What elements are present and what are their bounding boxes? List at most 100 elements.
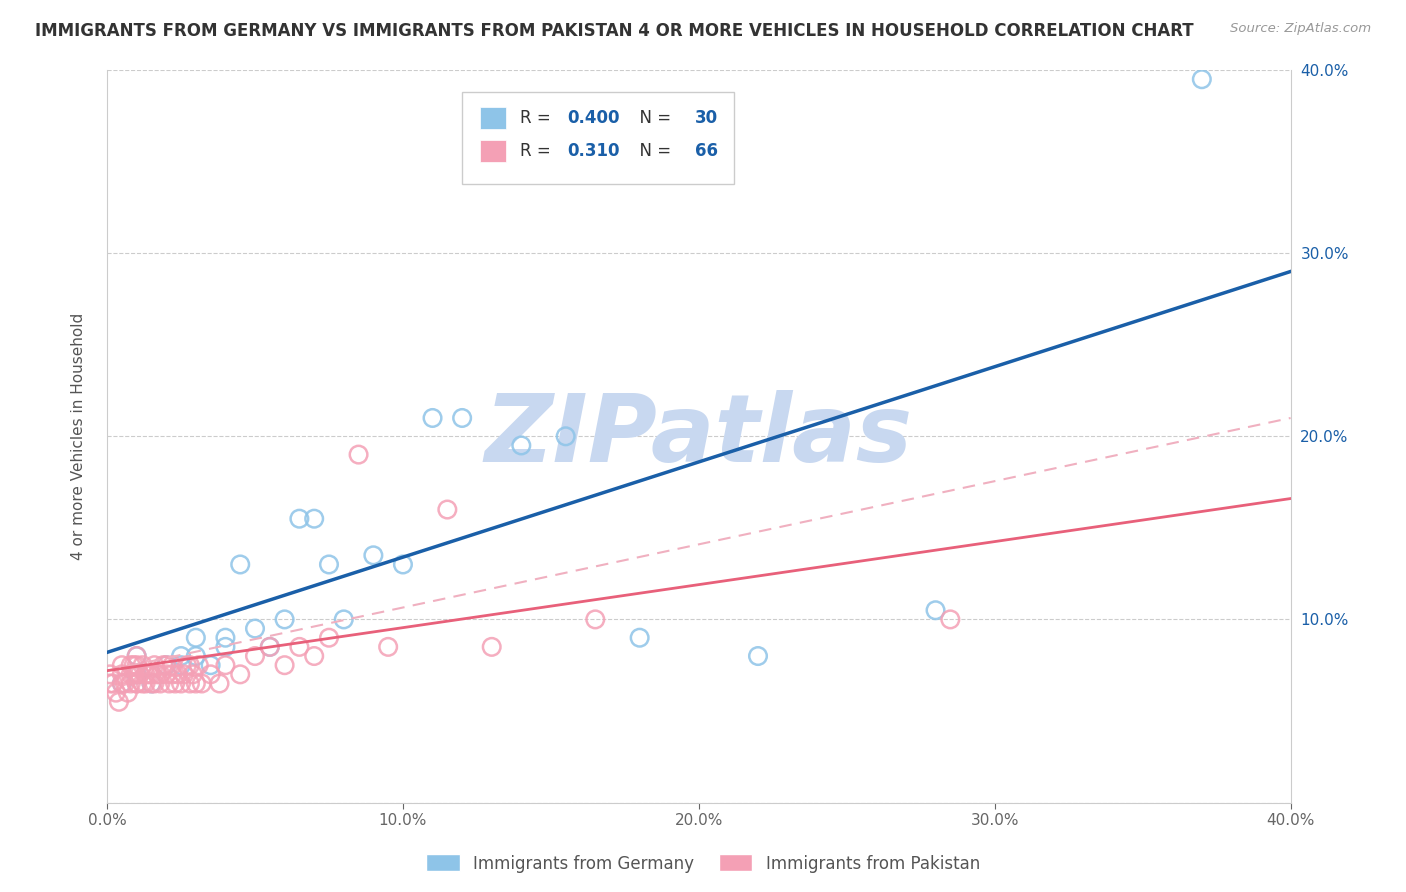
- Point: [259, 640, 281, 654]
- Point: [160, 658, 183, 673]
- Point: [125, 676, 148, 690]
- Point: [184, 648, 207, 663]
- Point: [1191, 72, 1213, 87]
- Point: [554, 429, 576, 443]
- Point: [200, 667, 222, 681]
- Point: [101, 676, 124, 690]
- Point: [165, 676, 187, 690]
- Point: [143, 658, 166, 673]
- Point: [184, 631, 207, 645]
- Point: [176, 658, 198, 673]
- Point: [125, 648, 148, 663]
- Point: [98, 676, 121, 690]
- Point: [131, 676, 153, 690]
- Point: [939, 612, 962, 626]
- Point: [190, 676, 212, 690]
- FancyBboxPatch shape: [479, 140, 506, 161]
- Point: [122, 667, 145, 681]
- Point: [347, 448, 370, 462]
- Point: [117, 686, 139, 700]
- Point: [141, 676, 163, 690]
- Point: [152, 658, 174, 673]
- Point: [120, 667, 142, 681]
- Point: [155, 658, 177, 673]
- Point: [155, 658, 177, 673]
- Point: [155, 667, 177, 681]
- Text: IMMIGRANTS FROM GERMANY VS IMMIGRANTS FROM PAKISTAN 4 OR MORE VEHICLES IN HOUSEH: IMMIGRANTS FROM GERMANY VS IMMIGRANTS FR…: [35, 22, 1194, 40]
- Point: [146, 667, 169, 681]
- Point: [243, 622, 266, 636]
- FancyBboxPatch shape: [463, 92, 734, 184]
- Point: [318, 558, 340, 572]
- Point: [628, 631, 651, 645]
- Point: [160, 667, 183, 681]
- Point: [120, 676, 142, 690]
- Point: [583, 612, 606, 626]
- Point: [229, 558, 252, 572]
- Point: [179, 676, 201, 690]
- Point: [184, 676, 207, 690]
- Point: [157, 676, 180, 690]
- Point: [170, 676, 193, 690]
- Point: [481, 640, 503, 654]
- Point: [149, 667, 172, 681]
- Point: [111, 658, 134, 673]
- Point: [273, 612, 295, 626]
- Point: [333, 612, 356, 626]
- Point: [149, 676, 172, 690]
- Point: [214, 631, 236, 645]
- Point: [108, 695, 131, 709]
- Text: Source: ZipAtlas.com: Source: ZipAtlas.com: [1230, 22, 1371, 36]
- Point: [181, 667, 204, 681]
- Text: N =: N =: [628, 142, 676, 160]
- Point: [187, 658, 209, 673]
- Point: [173, 667, 195, 681]
- Point: [318, 631, 340, 645]
- Point: [120, 658, 142, 673]
- Point: [214, 658, 236, 673]
- Point: [747, 648, 769, 663]
- Text: ZIPatlas: ZIPatlas: [485, 391, 912, 483]
- FancyBboxPatch shape: [479, 107, 506, 128]
- Point: [924, 603, 946, 617]
- Point: [436, 502, 458, 516]
- Text: N =: N =: [628, 109, 676, 127]
- Text: 0.400: 0.400: [568, 109, 620, 127]
- Point: [451, 411, 474, 425]
- Point: [125, 648, 148, 663]
- Point: [125, 658, 148, 673]
- Legend: Immigrants from Germany, Immigrants from Pakistan: Immigrants from Germany, Immigrants from…: [419, 847, 987, 880]
- Point: [141, 667, 163, 681]
- Point: [200, 658, 222, 673]
- Point: [143, 676, 166, 690]
- Text: 66: 66: [696, 142, 718, 160]
- Point: [273, 658, 295, 673]
- Point: [302, 648, 325, 663]
- Text: R =: R =: [520, 109, 557, 127]
- Point: [104, 686, 127, 700]
- Point: [259, 640, 281, 654]
- Point: [135, 676, 157, 690]
- Point: [141, 676, 163, 690]
- Point: [377, 640, 399, 654]
- Point: [111, 667, 134, 681]
- Point: [422, 411, 444, 425]
- Text: R =: R =: [520, 142, 557, 160]
- Point: [111, 676, 134, 690]
- Point: [288, 640, 311, 654]
- Point: [288, 511, 311, 525]
- Point: [170, 648, 193, 663]
- Point: [125, 667, 148, 681]
- Point: [98, 667, 121, 681]
- Text: 0.310: 0.310: [568, 142, 620, 160]
- Point: [128, 667, 150, 681]
- Point: [179, 658, 201, 673]
- Point: [363, 549, 385, 563]
- Text: 30: 30: [696, 109, 718, 127]
- Point: [114, 676, 136, 690]
- Point: [138, 667, 160, 681]
- Point: [208, 676, 231, 690]
- Point: [392, 558, 415, 572]
- Point: [243, 648, 266, 663]
- Y-axis label: 4 or more Vehicles in Household: 4 or more Vehicles in Household: [72, 313, 86, 560]
